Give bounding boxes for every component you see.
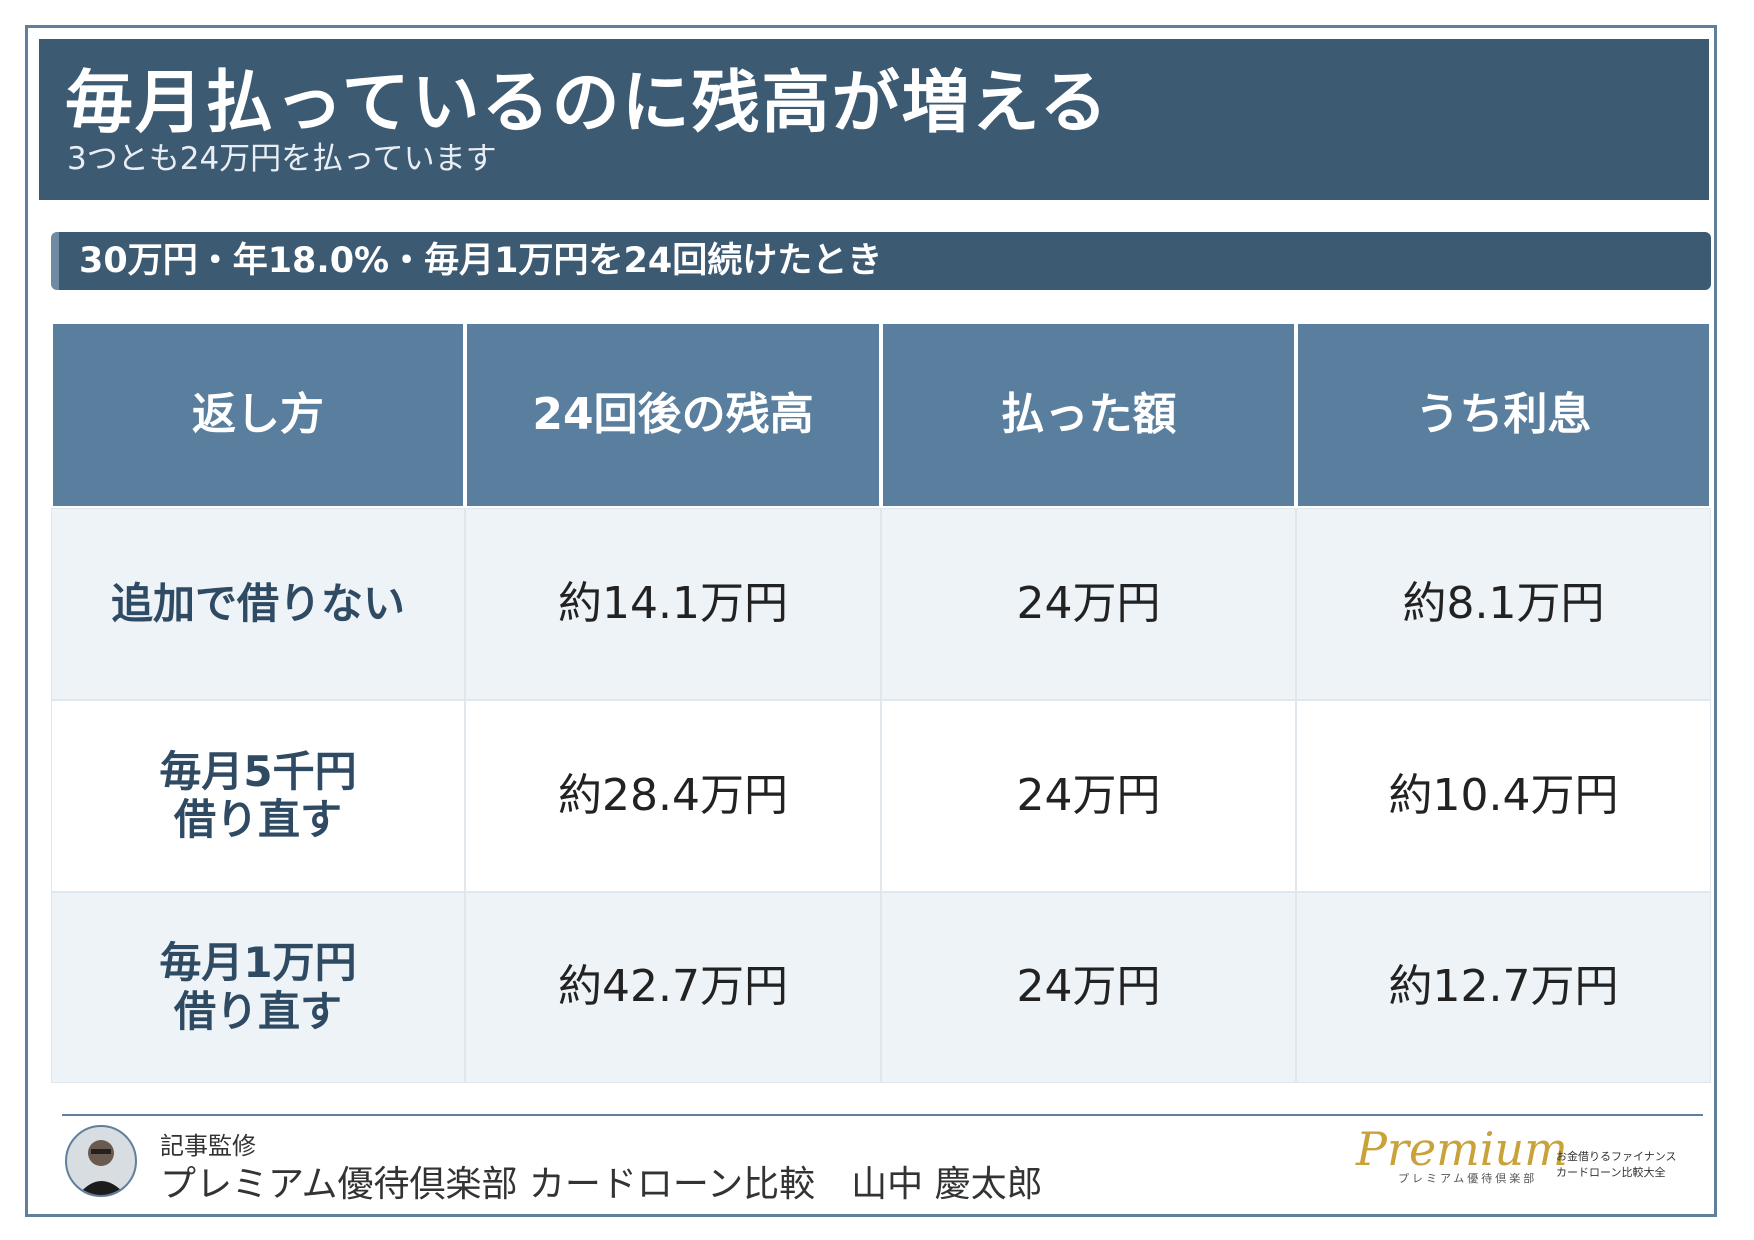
condition: 30万円・年18.0%・毎月1万円を24回続けたとき [51,232,1711,290]
logo-line: カードローン比較大全 [1556,1166,1666,1179]
frame [25,25,1717,1217]
row-header: 毎月5千円 借り直す [51,700,465,892]
column-header: 24回後の残高 [465,322,881,508]
column-header: 返し方 [51,322,465,508]
column-header: 払った額 [881,322,1296,508]
logo-brand: Premium [1356,1122,1568,1176]
cell: 約12.7万円 [1296,892,1711,1083]
avatar [65,1125,137,1197]
cell: 約28.4万円 [465,700,881,892]
subtitle: 3つとも24万円を払っています [67,141,497,177]
cell: 約14.1万円 [465,508,881,700]
cell: 24万円 [881,508,1296,700]
column-header: うち利息 [1296,322,1711,508]
footer-label: 記事監修 [160,1132,256,1160]
cell: 24万円 [881,700,1296,892]
cell: 約10.4万円 [1296,700,1711,892]
table: 返し方 24回後の残高 払った額 うち利息 追加で借りない 約14.1万円 24万円 約8.1… [51,322,1711,1083]
header: 毎月払っているのに残高が増える 3つとも24万円を払っています [39,39,1709,200]
logo-sub: プレミアム優待倶楽部 [1398,1172,1538,1185]
cell: 24万円 [881,892,1296,1083]
logo-line: お金借りるファイナンス [1556,1150,1677,1163]
cell: 約42.7万円 [465,892,881,1083]
author: プレミアム優待倶楽部 カードローン比較 山中 慶太郎 [160,1164,1043,1205]
avatar-icon [78,1140,126,1195]
title: 毎月払っているのに残高が増える [65,64,1110,143]
footer-line [62,1114,1703,1116]
row-header: 毎月1万円 借り直す [51,892,465,1083]
cell: 約8.1万円 [1296,508,1711,700]
row-header: 追加で借りない [51,508,465,700]
